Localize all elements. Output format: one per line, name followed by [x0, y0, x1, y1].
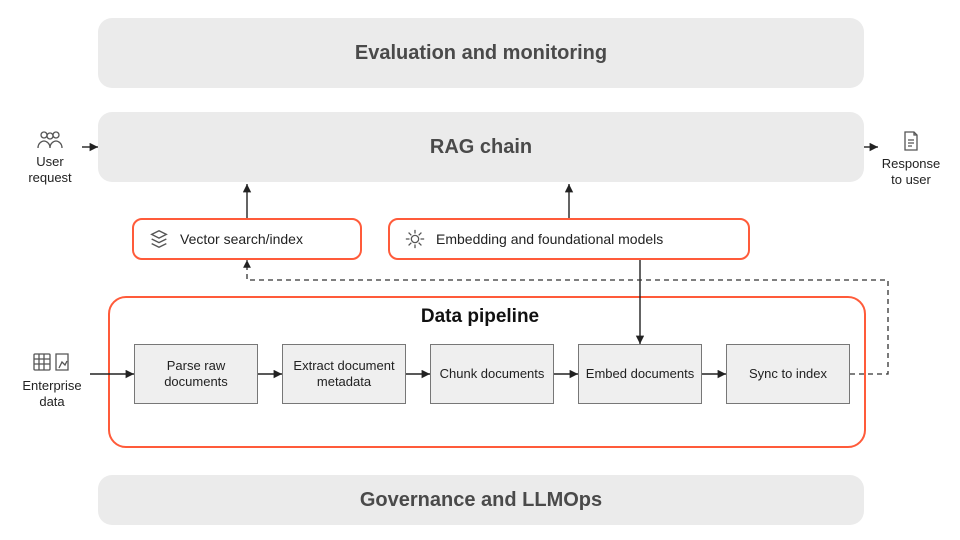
arrows-layer [0, 0, 960, 540]
